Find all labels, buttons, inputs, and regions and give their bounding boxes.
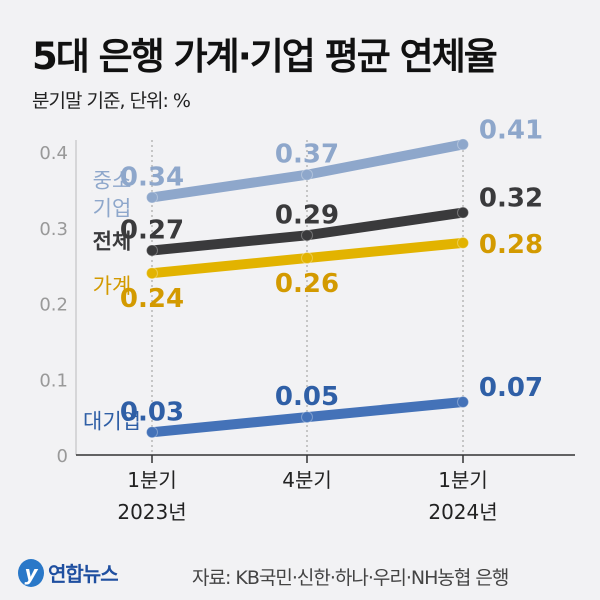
data-label: 0.32 xyxy=(479,184,543,214)
data-point xyxy=(301,168,313,181)
data-label: 0.27 xyxy=(120,215,184,245)
source-note: 자료: KB국민·신한·하나·우리·NH농협 은행 xyxy=(192,567,509,589)
y-tick-label: 0.2 xyxy=(39,295,68,316)
data-label: 0.37 xyxy=(275,140,339,170)
data-label: 0.26 xyxy=(275,269,339,299)
series-name-label: 전체 xyxy=(93,229,132,253)
data-point xyxy=(301,229,313,242)
data-label: 0.03 xyxy=(120,397,184,427)
data-label: 0.28 xyxy=(479,230,543,260)
data-label: 0.05 xyxy=(275,382,339,412)
data-point xyxy=(146,426,158,439)
y-tick-label: 0.1 xyxy=(39,370,68,391)
data-point xyxy=(301,252,313,265)
x-tick-label: 4분기 xyxy=(282,468,332,492)
data-point xyxy=(457,395,469,408)
x-tick-label-year: 2024년 xyxy=(428,500,497,524)
y-tick-label: 0.4 xyxy=(39,143,68,164)
x-tick-label: 1분기 xyxy=(438,468,488,492)
data-label: 0.24 xyxy=(120,284,184,314)
data-point xyxy=(301,411,313,424)
logo-text: 연합뉴스 xyxy=(48,562,119,586)
series-name-label: 가계 xyxy=(93,274,132,298)
series-name-label: 기업 xyxy=(93,196,132,220)
x-tick-label-year: 2023년 xyxy=(117,500,186,524)
logo-icon: y xyxy=(18,558,44,587)
data-point xyxy=(457,138,469,151)
data-label: 0.34 xyxy=(120,162,184,192)
yonhap-logo: y 연합뉴스 xyxy=(18,558,119,587)
data-label: 0.07 xyxy=(479,373,543,403)
series-name-label: 중소 xyxy=(93,168,132,192)
data-point xyxy=(457,206,469,219)
data-point xyxy=(457,236,469,249)
chart-title: 5대 은행 가계·기업 평균 연체율 xyxy=(32,35,498,78)
y-tick-label: 0 xyxy=(57,446,68,467)
data-label: 0.29 xyxy=(275,200,339,230)
series-name-label: 대기업 xyxy=(83,409,141,433)
chart-subtitle: 분기말 기준, 단위: % xyxy=(32,90,191,112)
y-tick-label: 0.3 xyxy=(39,219,68,240)
data-label: 0.41 xyxy=(479,115,543,145)
x-tick-label: 1분기 xyxy=(127,468,177,492)
data-point xyxy=(146,244,158,257)
data-point xyxy=(146,267,158,280)
data-point xyxy=(146,191,158,204)
